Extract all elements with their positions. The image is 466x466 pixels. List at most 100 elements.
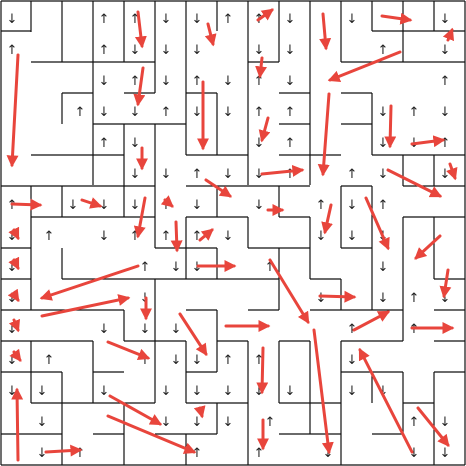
red-arrow-icon bbox=[358, 347, 414, 454]
down-arrow-glyph-icon: ↓ bbox=[347, 198, 358, 213]
down-arrow-glyph-icon: ↓ bbox=[161, 12, 172, 27]
down-arrow-glyph-icon: ↓ bbox=[192, 415, 203, 430]
red-arrow-icon bbox=[414, 234, 442, 260]
down-arrow-glyph-icon: ↓ bbox=[316, 229, 327, 244]
down-arrow-glyph-icon: ↓ bbox=[99, 322, 110, 337]
down-arrow-glyph-icon: ↓ bbox=[68, 198, 79, 213]
up-arrow-glyph-icon: ↑ bbox=[285, 105, 296, 120]
red-arrow-icon bbox=[352, 310, 391, 332]
red-arrow-icon bbox=[204, 178, 232, 198]
red-arrow-icon bbox=[8, 318, 21, 333]
up-arrow-glyph-icon: ↑ bbox=[285, 136, 296, 151]
down-arrow-glyph-icon: ↓ bbox=[223, 384, 234, 399]
up-arrow-glyph-icon: ↑ bbox=[75, 446, 86, 461]
down-arrow-glyph-icon: ↓ bbox=[130, 105, 141, 120]
up-arrow-glyph-icon: ↑ bbox=[378, 43, 389, 58]
up-arrow-glyph-icon: ↑ bbox=[44, 353, 55, 368]
down-arrow-glyph-icon: ↓ bbox=[99, 105, 110, 120]
down-arrow-glyph-icon: ↓ bbox=[192, 260, 203, 275]
down-arrow-glyph-icon: ↓ bbox=[161, 384, 172, 399]
red-arrow-icon bbox=[44, 444, 83, 457]
down-arrow-glyph-icon: ↓ bbox=[99, 229, 110, 244]
down-arrow-glyph-icon: ↓ bbox=[440, 105, 451, 120]
up-arrow-glyph-icon: ↑ bbox=[440, 74, 451, 89]
red-arrow-icon bbox=[160, 195, 174, 208]
up-arrow-glyph-icon: ↑ bbox=[161, 229, 172, 244]
down-arrow-glyph-icon: ↓ bbox=[7, 12, 18, 27]
red-arrow-icon bbox=[255, 56, 268, 79]
down-arrow-glyph-icon: ↓ bbox=[223, 74, 234, 89]
red-arrow-icon bbox=[416, 406, 450, 447]
red-arrow-icon bbox=[317, 92, 331, 177]
down-arrow-glyph-icon: ↓ bbox=[440, 43, 451, 58]
down-arrow-glyph-icon: ↓ bbox=[378, 291, 389, 306]
red-arrow-icon bbox=[312, 328, 334, 455]
red-arrow-icon bbox=[410, 135, 446, 148]
down-arrow-glyph-icon: ↓ bbox=[130, 167, 141, 182]
down-arrow-glyph-icon: ↓ bbox=[161, 167, 172, 182]
red-arrow-icon bbox=[256, 8, 274, 22]
down-arrow-glyph-icon: ↓ bbox=[192, 353, 203, 368]
down-arrow-glyph-icon: ↓ bbox=[254, 136, 265, 151]
down-arrow-glyph-icon: ↓ bbox=[254, 167, 265, 182]
down-arrow-glyph-icon: ↓ bbox=[192, 105, 203, 120]
down-arrow-glyph-icon: ↓ bbox=[316, 291, 327, 306]
down-arrow-glyph-icon: ↓ bbox=[161, 415, 172, 430]
red-arrow-icon bbox=[11, 387, 24, 462]
up-arrow-glyph-icon: ↑ bbox=[254, 74, 265, 89]
down-arrow-glyph-icon: ↓ bbox=[347, 384, 358, 399]
up-arrow-glyph-icon: ↑ bbox=[140, 260, 151, 275]
down-arrow-glyph-icon: ↓ bbox=[161, 74, 172, 89]
down-arrow-glyph-icon: ↓ bbox=[171, 353, 182, 368]
up-arrow-glyph-icon: ↑ bbox=[75, 105, 86, 120]
red-arrow-icon bbox=[106, 414, 197, 454]
down-arrow-glyph-icon: ↓ bbox=[37, 384, 48, 399]
red-arrow-icon bbox=[380, 12, 413, 25]
red-arrow-icon bbox=[327, 50, 402, 83]
down-arrow-glyph-icon: ↓ bbox=[254, 43, 265, 58]
red-arrow-icon bbox=[106, 340, 151, 361]
red-arrow-icon bbox=[133, 196, 147, 239]
down-arrow-glyph-icon: ↓ bbox=[440, 415, 451, 430]
up-arrow-glyph-icon: ↑ bbox=[130, 74, 141, 89]
red-arrow-icon bbox=[198, 228, 214, 242]
red-arrow-icon bbox=[319, 12, 332, 51]
red-arrow-icon bbox=[386, 168, 443, 198]
up-arrow-glyph-icon: ↑ bbox=[347, 322, 358, 337]
down-arrow-glyph-icon: ↓ bbox=[378, 260, 389, 275]
up-arrow-glyph-icon: ↑ bbox=[265, 260, 276, 275]
down-arrow-glyph-icon: ↓ bbox=[99, 384, 110, 399]
up-arrow-glyph-icon: ↑ bbox=[99, 12, 110, 27]
up-arrow-glyph-icon: ↑ bbox=[440, 136, 451, 151]
down-arrow-glyph-icon: ↓ bbox=[140, 322, 151, 337]
red-arrow-icon bbox=[384, 104, 397, 149]
up-arrow-glyph-icon: ↑ bbox=[409, 415, 420, 430]
up-arrow-glyph-icon: ↑ bbox=[192, 446, 203, 461]
up-arrow-glyph-icon: ↑ bbox=[316, 198, 327, 213]
red-arrow-icon bbox=[39, 264, 140, 301]
red-arrow-icon bbox=[8, 256, 20, 271]
down-arrow-glyph-icon: ↓ bbox=[440, 167, 451, 182]
red-arrow-icon bbox=[8, 226, 20, 241]
down-arrow-glyph-icon: ↓ bbox=[440, 12, 451, 27]
red-arrow-icon bbox=[439, 268, 452, 299]
down-arrow-glyph-icon: ↓ bbox=[254, 198, 265, 213]
down-arrow-glyph-icon: ↓ bbox=[378, 167, 389, 182]
red-arrow-icon bbox=[80, 197, 103, 209]
red-arrow-icon bbox=[7, 288, 20, 302]
up-arrow-glyph-icon: ↑ bbox=[130, 12, 141, 27]
red-arrow-icon bbox=[204, 22, 217, 47]
up-arrow-glyph-icon: ↑ bbox=[192, 167, 203, 182]
down-arrow-glyph-icon: ↓ bbox=[285, 384, 296, 399]
down-arrow-glyph-icon: ↓ bbox=[285, 12, 296, 27]
up-arrow-glyph-icon: ↑ bbox=[223, 353, 234, 368]
down-arrow-glyph-icon: ↓ bbox=[37, 446, 48, 461]
up-arrow-glyph-icon: ↑ bbox=[409, 105, 420, 120]
red-arrow-icon bbox=[260, 164, 305, 177]
down-arrow-glyph-icon: ↓ bbox=[99, 74, 110, 89]
red-arrow-icon bbox=[170, 220, 183, 253]
red-arrow-icon bbox=[268, 258, 310, 325]
down-arrow-glyph-icon: ↓ bbox=[440, 291, 451, 306]
up-arrow-glyph-icon: ↑ bbox=[99, 43, 110, 58]
